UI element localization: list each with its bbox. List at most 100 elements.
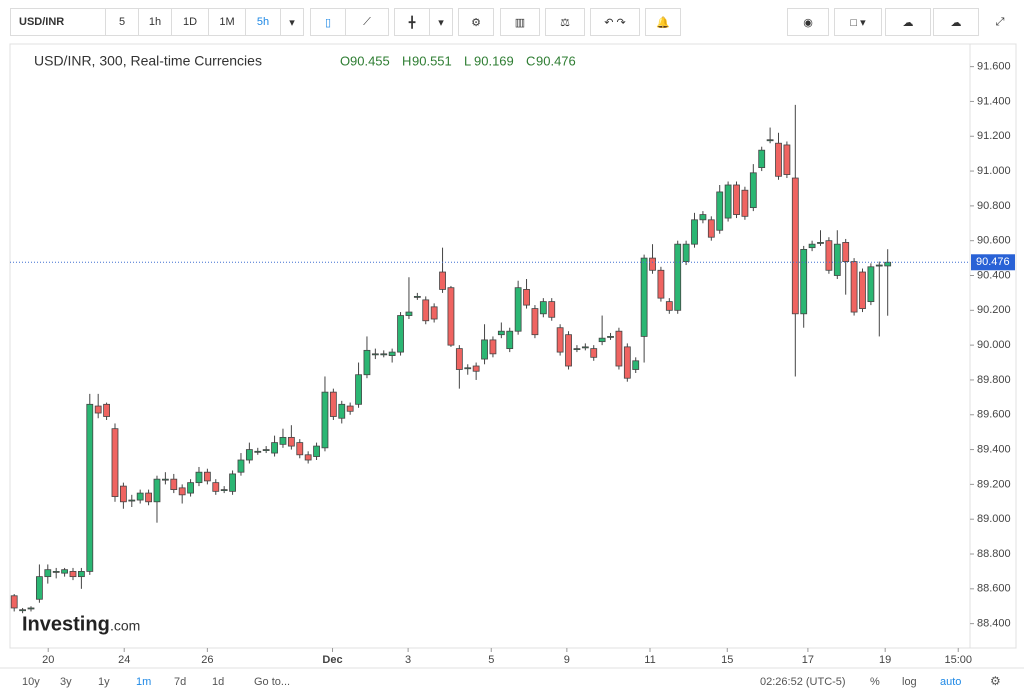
watermark: Investing — [22, 613, 110, 635]
candle-body — [203, 471, 211, 482]
candle-body — [741, 189, 749, 217]
candle-body — [397, 315, 404, 353]
y-tick-label: 89.400 — [977, 443, 1011, 455]
candle-body — [279, 436, 287, 445]
candle-body — [321, 391, 329, 449]
indicators-icon[interactable]: ▥ — [500, 8, 540, 36]
y-tick-label: 89.000 — [977, 513, 1011, 525]
scale-option[interactable]: log — [902, 676, 917, 688]
candle-body — [338, 403, 346, 419]
candle-body — [817, 242, 824, 244]
compare-icon[interactable]: ⚖ — [545, 8, 585, 36]
y-tick-label: 89.800 — [977, 374, 1011, 386]
candle-body — [481, 339, 488, 360]
y-tick-label: 89.200 — [977, 478, 1011, 490]
clock: 02:26:52 (UTC-5) — [760, 676, 846, 688]
candle-body — [439, 271, 446, 290]
fullscreen[interactable]: ⤢ — [985, 8, 1015, 36]
candle-body — [69, 571, 77, 578]
candle-body — [884, 261, 892, 267]
interval[interactable]: 5 — [105, 8, 139, 36]
interval[interactable]: 5h — [245, 8, 281, 36]
range-button[interactable]: 10y — [22, 676, 40, 688]
bars-icon[interactable]: ╋ — [394, 8, 430, 36]
foot-settings[interactable]: ⚙ — [990, 674, 1001, 688]
candle-body — [170, 478, 178, 491]
x-tick-label: 9 — [564, 654, 570, 666]
y-tick-label: 88.600 — [977, 583, 1011, 595]
candle-body — [27, 607, 35, 610]
y-tick-label: 90.200 — [977, 304, 1011, 316]
ohlc-label: C — [526, 53, 535, 68]
candle-body — [565, 334, 572, 367]
candle-body — [262, 449, 270, 451]
dropdown[interactable]: ▾ — [280, 8, 304, 36]
candle-body — [607, 336, 614, 338]
cloud-load[interactable]: ☁ — [885, 8, 931, 36]
range-button[interactable]: 1y — [98, 676, 110, 688]
candle-body — [355, 374, 362, 405]
ohlc-value: 90.455 — [350, 53, 390, 68]
candles-icon[interactable]: ▯ — [310, 8, 346, 36]
x-tick-label: 15 — [721, 654, 733, 666]
candle-body — [800, 248, 808, 315]
candle-body — [724, 184, 732, 219]
scale-option[interactable]: % — [870, 676, 880, 688]
candle-body — [363, 349, 371, 376]
candle-body — [682, 243, 690, 262]
candle-body — [548, 301, 556, 318]
candle-body — [237, 459, 245, 473]
candle-body — [665, 301, 673, 311]
candle-body — [153, 478, 161, 503]
interval[interactable]: 1h — [138, 8, 172, 36]
candle-body — [35, 576, 43, 600]
candle-body — [380, 353, 388, 356]
candle-body — [859, 271, 866, 309]
candle-body — [388, 351, 396, 356]
candle-body — [842, 242, 850, 262]
cloud-save[interactable]: ☁ — [933, 8, 979, 36]
candle-body — [447, 287, 455, 346]
alert-icon[interactable]: 🔔 — [645, 8, 681, 36]
goto-button[interactable]: Go to... — [254, 676, 290, 688]
candle-body — [422, 299, 430, 322]
dropdown[interactable]: ▾ — [429, 8, 453, 36]
candle-body — [649, 257, 656, 271]
candle-body — [52, 571, 60, 573]
range-button[interactable]: 1m — [136, 676, 151, 688]
candle-body — [833, 243, 841, 276]
candle-body — [44, 569, 52, 578]
candle-body — [61, 569, 68, 574]
candle-body — [329, 391, 337, 417]
candle-body — [506, 330, 514, 350]
camera-icon[interactable]: ◉ — [787, 8, 829, 36]
candle-body — [195, 471, 203, 484]
x-tick-label: 3 — [405, 654, 411, 666]
y-tick-label: 89.600 — [977, 409, 1011, 421]
range-button[interactable]: 3y — [60, 676, 72, 688]
symbol-box[interactable]: USD/INR — [10, 8, 106, 36]
toolbar: USD/INR 5 1h 1D 1M 5h ▾ ▯ ⟋ ╋ ▾ ⚙ ▥ ⚖ ↶ … — [0, 0, 1024, 42]
y-tick-label: 91.000 — [977, 165, 1011, 177]
candle-body — [707, 219, 715, 238]
candle-body — [413, 295, 421, 298]
ohlc-value: 90.551 — [412, 53, 452, 68]
color-box[interactable]: □ ▾ — [834, 8, 882, 36]
candle-body — [632, 360, 640, 370]
y-tick-label: 90.000 — [977, 339, 1011, 351]
line-icon[interactable]: ⟋ — [345, 8, 389, 36]
candle-body — [128, 499, 136, 502]
candle-body — [405, 311, 413, 316]
range-button[interactable]: 1d — [212, 676, 224, 688]
settings-icon[interactable]: ⚙ — [458, 8, 494, 36]
range-button[interactable]: 7d — [174, 676, 186, 688]
candle-body — [430, 306, 438, 320]
interval[interactable]: 1D — [171, 8, 209, 36]
undo-redo[interactable]: ↶ ↷ — [590, 8, 640, 36]
y-tick-label: 88.400 — [977, 618, 1011, 630]
candle-body — [615, 330, 623, 367]
scale-option[interactable]: auto — [940, 676, 961, 688]
candle-body — [573, 348, 581, 351]
interval[interactable]: 1M — [208, 8, 246, 36]
candle-body — [691, 219, 698, 245]
